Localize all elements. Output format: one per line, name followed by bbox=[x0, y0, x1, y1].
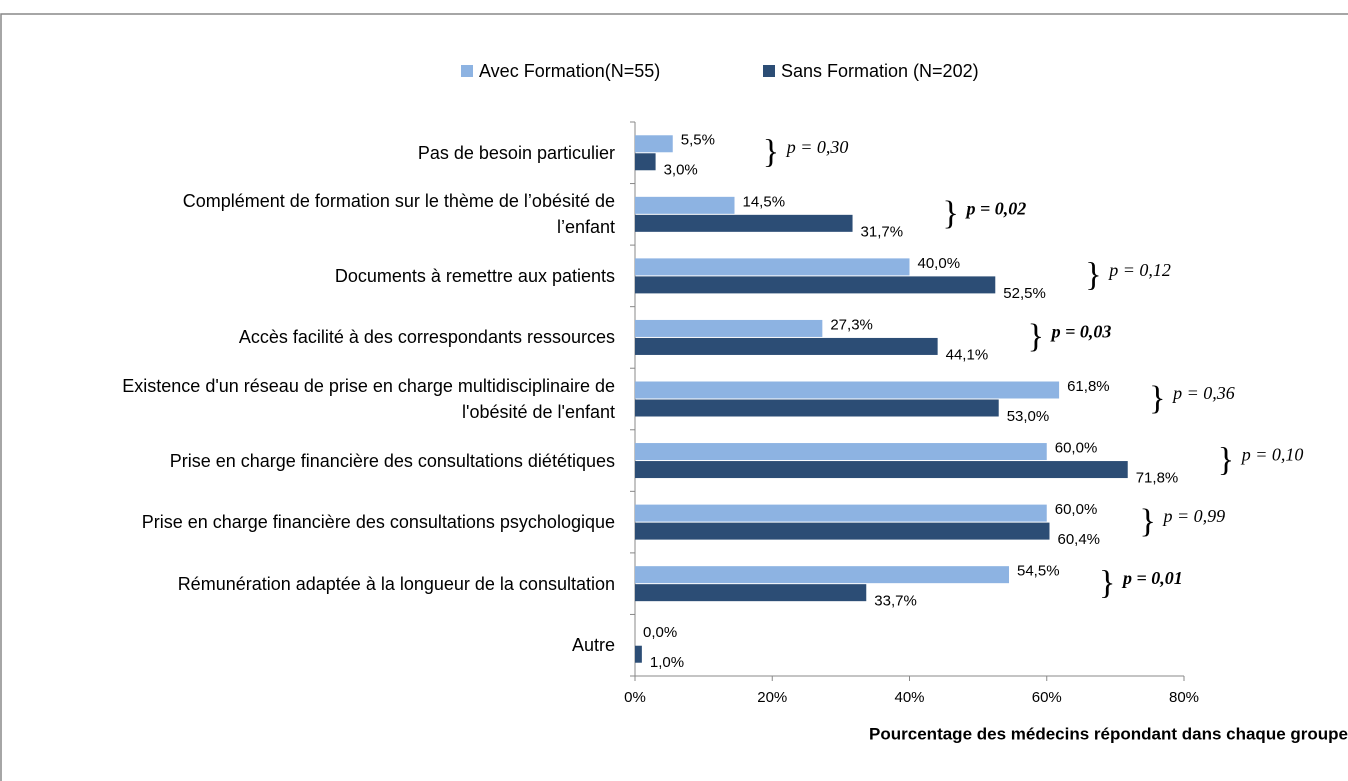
p-value: p = 0,99 bbox=[1161, 506, 1225, 526]
legend-swatch bbox=[461, 65, 473, 77]
bar bbox=[635, 399, 999, 417]
p-value: p = 0,03 bbox=[1050, 322, 1112, 342]
value-label: 27,3% bbox=[830, 316, 873, 333]
bar bbox=[635, 337, 938, 355]
x-tick-label: 40% bbox=[894, 689, 924, 706]
value-label: 44,1% bbox=[946, 346, 989, 363]
p-value: p = 0,10 bbox=[1240, 445, 1304, 465]
category-label: Complément de formation sur le thème de … bbox=[182, 191, 615, 238]
value-label: 60,0% bbox=[1055, 440, 1098, 457]
category-label: Prise en charge financière des consultat… bbox=[169, 450, 615, 471]
legend-label: Sans Formation (N=202) bbox=[781, 61, 979, 81]
category-label: Rémunération adaptée à la longueur de la… bbox=[177, 573, 615, 594]
value-label: 53,0% bbox=[1007, 408, 1050, 425]
category-label: Autre bbox=[571, 635, 615, 656]
value-label: 54,5% bbox=[1017, 563, 1060, 580]
value-label: 0,0% bbox=[643, 624, 677, 641]
value-label: 60,0% bbox=[1055, 501, 1098, 518]
bar bbox=[635, 504, 1047, 522]
brace: } bbox=[1085, 257, 1101, 294]
p-value: p = 0,12 bbox=[1107, 260, 1171, 280]
bar bbox=[635, 566, 1010, 584]
bar bbox=[635, 258, 910, 276]
p-value: p = 0,30 bbox=[785, 137, 849, 157]
x-tick-label: 80% bbox=[1169, 689, 1199, 706]
brace: } bbox=[1099, 564, 1115, 601]
bar bbox=[635, 319, 823, 337]
bar bbox=[635, 196, 735, 214]
x-axis-label: Pourcentage des médecins répondant dans … bbox=[869, 724, 1348, 743]
p-value: p = 0,02 bbox=[965, 198, 1027, 218]
x-tick-label: 20% bbox=[757, 689, 787, 706]
bar bbox=[635, 461, 1128, 479]
frame bbox=[0, 13, 1348, 781]
brace: } bbox=[1028, 318, 1044, 355]
value-label: 52,5% bbox=[1003, 285, 1046, 302]
value-label: 31,7% bbox=[861, 223, 904, 240]
brace: } bbox=[1218, 441, 1234, 478]
value-label: 60,4% bbox=[1057, 531, 1100, 548]
p-value: p = 0,01 bbox=[1121, 568, 1183, 588]
value-label: 14,5% bbox=[743, 193, 786, 210]
brace: } bbox=[1139, 503, 1155, 540]
legend-swatch bbox=[763, 65, 775, 77]
x-tick-label: 0% bbox=[624, 689, 646, 706]
p-value: p = 0,36 bbox=[1171, 383, 1235, 403]
bar bbox=[635, 276, 996, 294]
bar bbox=[635, 584, 867, 602]
legend-label: Avec Formation(N=55) bbox=[479, 61, 660, 81]
bar bbox=[635, 522, 1050, 540]
value-label: 5,5% bbox=[681, 132, 715, 149]
category-label: Documents à remettre aux patients bbox=[334, 265, 615, 286]
value-label: 3,0% bbox=[664, 162, 698, 179]
category-label: Accès facilité à des correspondants ress… bbox=[238, 327, 615, 348]
value-label: 71,8% bbox=[1136, 470, 1179, 487]
x-tick-label: 60% bbox=[1032, 689, 1062, 706]
category-label: Existence d'un réseau de prise en charge… bbox=[122, 376, 615, 422]
bar bbox=[635, 381, 1060, 399]
category-label: Prise en charge financière des consultat… bbox=[141, 512, 615, 533]
brace: } bbox=[1149, 380, 1165, 417]
category-label: Pas de besoin particulier bbox=[417, 142, 615, 163]
brace: } bbox=[763, 134, 779, 171]
bar bbox=[635, 135, 673, 153]
bar bbox=[635, 153, 656, 171]
bar bbox=[635, 443, 1047, 461]
bar bbox=[635, 645, 642, 663]
value-label: 1,0% bbox=[650, 654, 684, 671]
value-label: 40,0% bbox=[918, 255, 961, 272]
value-label: 61,8% bbox=[1067, 378, 1110, 395]
bar bbox=[635, 214, 853, 232]
value-label: 33,7% bbox=[874, 593, 917, 610]
brace: } bbox=[943, 195, 959, 232]
